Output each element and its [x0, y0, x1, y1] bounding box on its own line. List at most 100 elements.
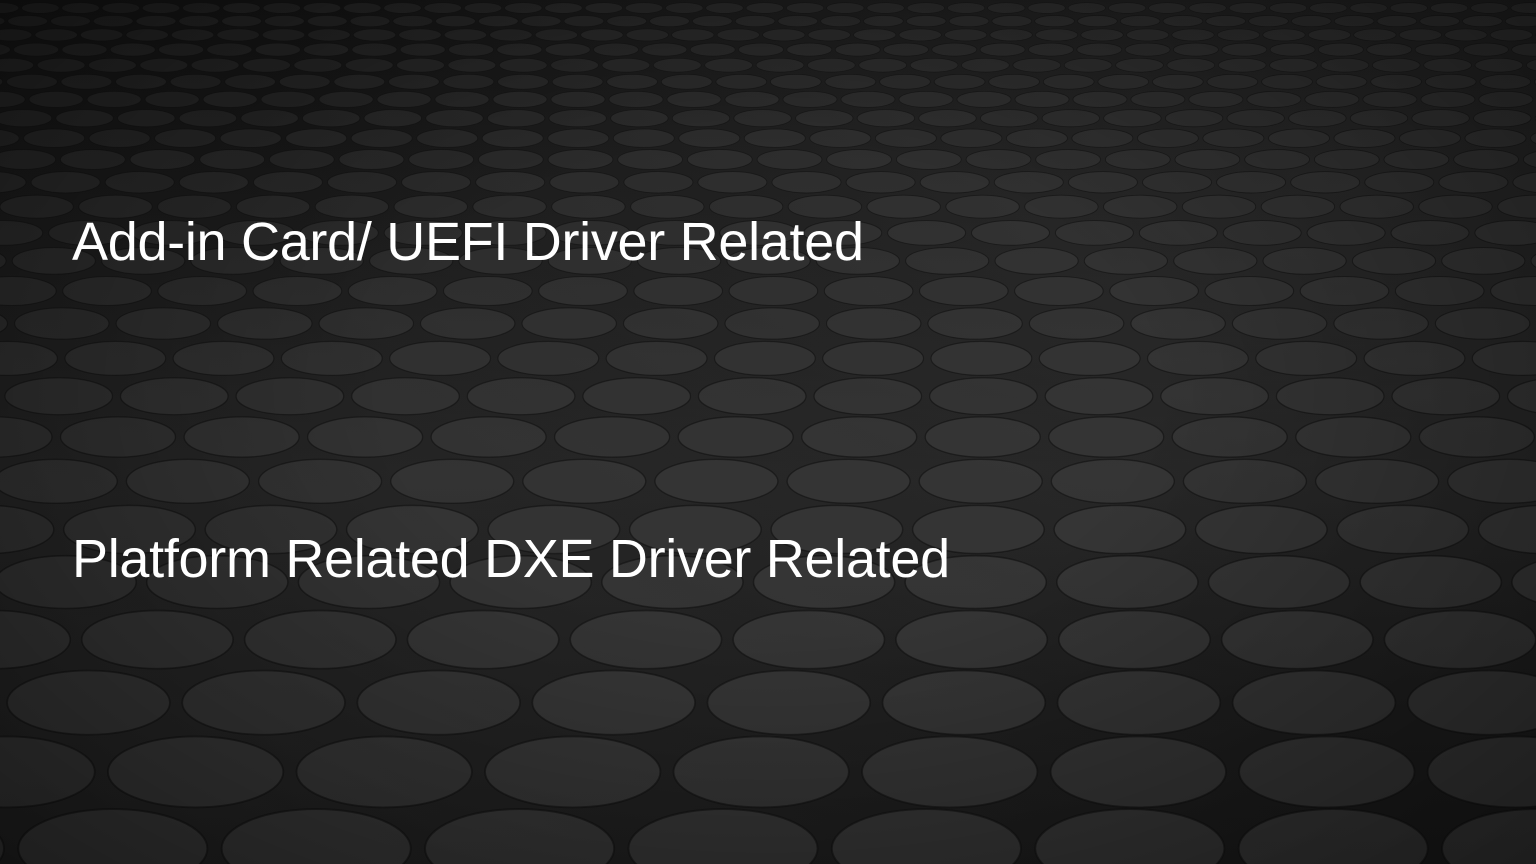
background-disc [1072, 91, 1128, 108]
background-disc [344, 57, 394, 73]
background-disc [1237, 808, 1429, 864]
background-disc [475, 171, 546, 194]
background-disc [1173, 246, 1258, 275]
background-disc [1083, 246, 1169, 275]
background-disc [0, 554, 137, 610]
background-disc [1399, 128, 1461, 148]
background-disc [1315, 74, 1368, 90]
background-disc [307, 28, 351, 42]
background-disc [383, 2, 422, 14]
background-disc [132, 220, 211, 246]
background-disc [1038, 340, 1141, 376]
background-disc [419, 307, 516, 340]
background-disc [30, 171, 101, 194]
background-disc [905, 246, 990, 275]
background-disc [1504, 15, 1536, 28]
background-disc [732, 609, 886, 670]
background-disc [1313, 149, 1380, 170]
background-disc [1261, 74, 1313, 90]
background-disc [991, 15, 1033, 28]
background-disc [547, 128, 610, 148]
background-disc [635, 220, 715, 246]
background-disc [715, 74, 768, 90]
background-disc [1394, 275, 1485, 307]
background-disc [856, 109, 915, 128]
background-disc [169, 74, 222, 90]
background-disc [295, 735, 473, 809]
background-disc [1320, 57, 1370, 73]
background-disc [1104, 149, 1171, 170]
background-disc [6, 669, 171, 736]
background-disc [88, 128, 151, 148]
background-disc [1383, 609, 1536, 670]
background-disc [665, 2, 704, 14]
background-disc [104, 171, 175, 194]
background-disc [1366, 42, 1413, 57]
background-disc [1471, 340, 1536, 376]
background-disc [423, 2, 462, 14]
background-disc [1115, 57, 1164, 73]
background-disc [0, 43, 11, 56]
background-disc [204, 504, 338, 555]
background-disc [672, 735, 850, 809]
background-disc [430, 416, 547, 458]
background-disc [633, 275, 724, 307]
background-disc [563, 15, 605, 28]
background-disc [141, 2, 181, 14]
background-disc [1097, 74, 1150, 90]
background-disc [1014, 275, 1104, 307]
background-disc [327, 171, 397, 194]
background-disc [472, 194, 547, 219]
background-disc [1181, 194, 1257, 219]
background-disc [1414, 42, 1461, 57]
background-disc [293, 57, 343, 73]
background-disc [1217, 57, 1267, 73]
background-disc [484, 735, 662, 809]
background-disc [1071, 128, 1134, 148]
background-disc [823, 275, 914, 307]
background-disc [989, 28, 1033, 42]
background-disc [60, 74, 113, 90]
background-disc [261, 28, 306, 42]
background-disc [101, 2, 140, 14]
background-disc [401, 171, 472, 194]
background-disc [584, 2, 623, 14]
background-disc [879, 74, 931, 90]
background-disc [1474, 220, 1536, 246]
background-disc [172, 340, 275, 376]
background-disc [1391, 377, 1501, 416]
background-disc [866, 194, 941, 219]
background-disc [654, 458, 779, 504]
background-disc [686, 149, 753, 170]
background-disc [786, 42, 833, 57]
background-disc [1304, 91, 1360, 108]
background-disc [1353, 28, 1397, 42]
background-disc [1339, 194, 1414, 219]
background-disc [928, 377, 1038, 416]
background-disc [61, 2, 100, 14]
background-disc [115, 307, 212, 340]
background-disc [463, 2, 503, 14]
background-disc [1028, 42, 1074, 57]
background-disc [356, 669, 521, 736]
background-disc [333, 74, 386, 90]
background-disc [154, 128, 217, 148]
background-disc [215, 220, 295, 246]
background-disc [531, 669, 696, 736]
background-disc [1314, 458, 1440, 504]
background-disc [0, 275, 57, 307]
background-disc [1166, 57, 1216, 73]
background-disc [50, 15, 91, 28]
background-disc [487, 109, 546, 128]
background-disc [601, 57, 651, 73]
background-disc [278, 74, 331, 90]
background-disc [649, 15, 690, 28]
background-disc [840, 91, 896, 108]
background-disc [449, 554, 593, 610]
background-disc [1510, 2, 1536, 14]
background-disc [478, 15, 519, 28]
background-disc [1497, 194, 1536, 219]
background-disc [627, 808, 819, 864]
background-disc [1162, 15, 1204, 28]
background-disc [988, 74, 1040, 90]
